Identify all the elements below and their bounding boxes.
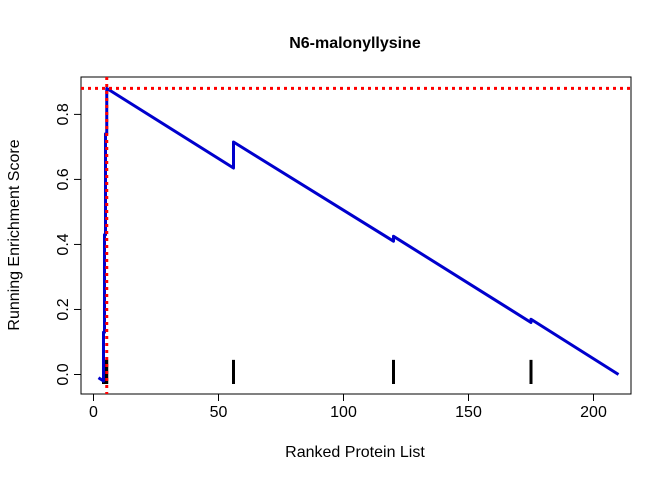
y-tick-label: 0.0 <box>55 363 72 385</box>
enrichment-line <box>97 86 620 383</box>
reference-lines <box>81 77 631 394</box>
series-layer <box>97 86 620 383</box>
x-axis: 0 50 100 150 200 <box>89 393 607 421</box>
y-axis: 0.0 0.2 0.4 0.6 0.8 <box>55 103 82 386</box>
y-tick-label: 0.8 <box>55 103 72 125</box>
x-tick-label: 150 <box>455 404 482 421</box>
y-tick-label: 0.2 <box>55 298 72 320</box>
x-tick-label: 0 <box>89 404 98 421</box>
y-axis-label: Running Enrichment Score <box>6 139 23 330</box>
x-tick-label: 50 <box>210 404 228 421</box>
x-axis-label: Ranked Protein List <box>285 444 425 461</box>
hit-markers <box>102 359 533 384</box>
x-tick-label: 200 <box>580 404 607 421</box>
y-tick-label: 0.6 <box>55 168 72 190</box>
y-tick-label: 0.4 <box>55 233 72 255</box>
x-tick-label: 100 <box>330 404 357 421</box>
chart-title: N6-malonyllysine <box>289 35 421 52</box>
